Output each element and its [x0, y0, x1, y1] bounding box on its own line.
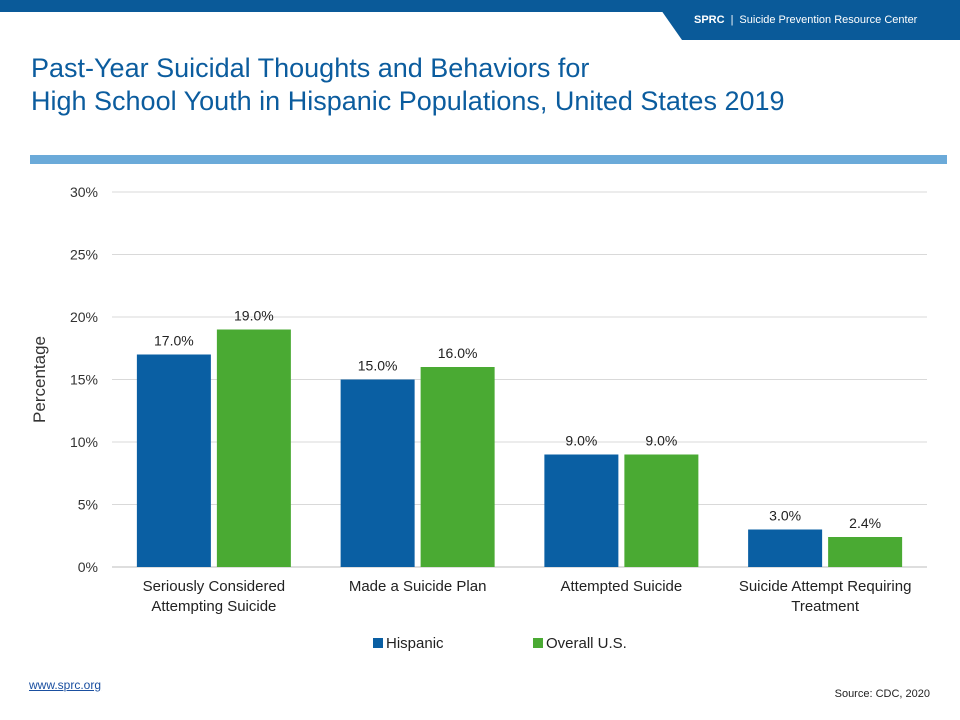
- title-underline-bar: [30, 155, 947, 164]
- legend-label: Overall U.S.: [546, 635, 627, 652]
- x-tick-label: Suicide Attempt Requiring: [739, 578, 912, 595]
- y-axis-label: Percentage: [30, 336, 49, 423]
- data-label: 19.0%: [234, 308, 274, 324]
- bar-overall-u-s-: [828, 537, 903, 567]
- y-tick-label: 10%: [70, 434, 98, 450]
- org-name: Suicide Prevention Resource Center: [739, 14, 918, 26]
- data-label: 3.0%: [769, 508, 801, 524]
- x-tick-label: Seriously Considered: [143, 578, 286, 595]
- data-label: 2.4%: [849, 515, 881, 531]
- data-label: 16.0%: [438, 345, 478, 361]
- x-tick-label: Attempting Suicide: [151, 598, 276, 615]
- bar-hispanic: [136, 354, 211, 567]
- y-tick-label: 20%: [70, 309, 98, 325]
- y-tick-label: 0%: [78, 559, 98, 575]
- bar-hispanic: [340, 379, 415, 567]
- legend-swatch: [533, 638, 543, 648]
- y-tick-label: 25%: [70, 247, 98, 263]
- title-line-2: High School Youth in Hispanic Population…: [31, 86, 785, 116]
- header-separator: |: [730, 14, 734, 26]
- data-label: 9.0%: [645, 433, 677, 449]
- bar-hispanic: [748, 529, 823, 567]
- source-note: Source: CDC, 2020: [834, 688, 930, 700]
- data-label: 9.0%: [565, 433, 597, 449]
- title-line-1: Past-Year Suicidal Thoughts and Behavior…: [31, 53, 590, 83]
- bar-overall-u-s-: [216, 329, 291, 567]
- x-tick-label: Treatment: [791, 598, 860, 615]
- bar-chart: 0% 5% 10% 15% 20% 25% 30% Percentage 17.0% 19.0% S…: [30, 184, 927, 652]
- y-tick-label: 15%: [70, 372, 98, 388]
- data-label: 17.0%: [154, 333, 194, 349]
- bar-hispanic: [544, 454, 619, 567]
- org-abbr: SPRC: [694, 14, 725, 26]
- page-title: Past-Year Suicidal Thoughts and Behavior…: [31, 52, 931, 118]
- header-banner: SPRC | Suicide Prevention Resource Center: [654, 0, 960, 40]
- x-tick-label: Attempted Suicide: [561, 578, 683, 595]
- bar-overall-u-s-: [420, 367, 495, 567]
- legend-swatch: [373, 638, 383, 648]
- y-tick-label: 5%: [78, 497, 98, 513]
- x-tick-label: Made a Suicide Plan: [349, 578, 487, 595]
- bar-overall-u-s-: [624, 454, 699, 567]
- data-label: 15.0%: [358, 358, 398, 374]
- y-tick-label: 30%: [70, 184, 98, 200]
- legend-label: Hispanic: [386, 635, 444, 652]
- sprc-website-link[interactable]: www.sprc.org: [29, 678, 102, 692]
